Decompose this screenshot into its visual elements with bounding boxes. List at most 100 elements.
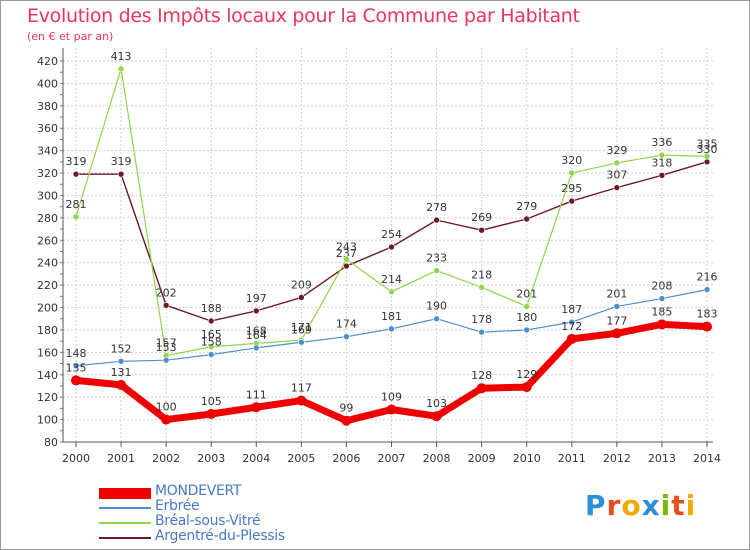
y-tick-label: 100 xyxy=(37,414,58,427)
data-label-mondevert: 131 xyxy=(111,366,132,379)
data-label-argentre-du-plessis: 269 xyxy=(471,211,492,224)
legend-label: Bréal-sous-Vitré xyxy=(155,513,261,529)
point-breal-sous-vitre xyxy=(72,213,80,221)
point-argentre-du-plessis xyxy=(568,197,576,205)
point-argentre-du-plessis xyxy=(478,226,485,234)
data-label-breal-sous-vitre: 336 xyxy=(651,136,672,149)
x-tick-label: 2001 xyxy=(107,452,135,465)
point-mondevert xyxy=(296,395,307,406)
data-label-erbree: 178 xyxy=(471,313,492,326)
point-argentre-du-plessis xyxy=(298,294,305,301)
point-breal-sous-vitre xyxy=(658,151,666,159)
point-erbree xyxy=(252,344,260,352)
brand-letter: i xyxy=(685,489,697,522)
point-argentre-du-plessis xyxy=(703,158,711,166)
data-label-argentre-du-plessis: 254 xyxy=(381,228,402,241)
data-label-erbree: 164 xyxy=(246,329,267,342)
data-label-breal-sous-vitre: 171 xyxy=(291,321,312,334)
point-argentre-du-plessis xyxy=(72,170,80,178)
point-argentre-du-plessis xyxy=(252,307,260,315)
point-argentre-du-plessis xyxy=(658,172,666,179)
data-label-argentre-du-plessis: 188 xyxy=(201,302,222,315)
x-tick-label: 2009 xyxy=(468,452,496,465)
brand-letter: i xyxy=(660,489,672,522)
data-label-erbree: 152 xyxy=(111,342,132,355)
brand-letter: P xyxy=(585,489,607,522)
data-label-mondevert: 99 xyxy=(339,402,353,415)
data-label-argentre-du-plessis: 209 xyxy=(291,278,312,291)
y-tick-label: 400 xyxy=(37,77,58,90)
data-label-argentre-du-plessis: 197 xyxy=(246,292,267,305)
data-label-erbree: 201 xyxy=(606,287,627,300)
point-erbree xyxy=(298,338,305,346)
data-label-erbree: 148 xyxy=(66,347,87,360)
point-erbree xyxy=(703,286,711,293)
point-mondevert xyxy=(611,328,622,339)
point-argentre-du-plessis xyxy=(117,170,125,178)
brand-logo: Proxiti xyxy=(585,489,696,522)
y-tick-label: 260 xyxy=(37,234,58,247)
legend-swatch xyxy=(99,507,151,509)
point-mondevert xyxy=(431,411,442,422)
point-mondevert xyxy=(116,379,127,390)
point-breal-sous-vitre xyxy=(523,303,531,310)
point-erbree xyxy=(613,303,621,310)
data-label-mondevert: 129 xyxy=(516,368,537,381)
point-mondevert xyxy=(656,319,667,330)
point-mondevert xyxy=(521,382,532,393)
data-label-mondevert: 183 xyxy=(697,308,718,321)
y-tick-label: 80 xyxy=(44,436,58,449)
y-tick-label: 300 xyxy=(37,189,58,202)
data-label-mondevert: 128 xyxy=(471,369,492,382)
data-label-breal-sous-vitre: 329 xyxy=(606,144,627,157)
x-tick-label: 2012 xyxy=(603,452,631,465)
data-label-breal-sous-vitre: 165 xyxy=(201,328,222,341)
y-tick-label: 200 xyxy=(37,302,58,315)
data-label-breal-sous-vitre: 157 xyxy=(156,337,177,350)
point-mondevert xyxy=(386,404,397,415)
data-label-breal-sous-vitre: 233 xyxy=(426,252,447,265)
point-erbree xyxy=(658,295,666,302)
point-argentre-du-plessis xyxy=(207,317,215,325)
data-label-argentre-du-plessis: 307 xyxy=(606,169,627,182)
data-label-mondevert: 172 xyxy=(561,320,582,333)
data-label-argentre-du-plessis: 237 xyxy=(336,247,357,260)
point-mondevert xyxy=(702,321,712,332)
point-erbree xyxy=(207,351,215,358)
data-label-argentre-du-plessis: 319 xyxy=(111,155,132,168)
data-label-argentre-du-plessis: 318 xyxy=(651,156,672,169)
y-tick-label: 220 xyxy=(37,279,58,292)
y-tick-label: 120 xyxy=(37,391,58,404)
data-label-mondevert: 177 xyxy=(606,314,627,327)
legend-label: Argentré-du-Plessis xyxy=(155,528,285,544)
point-breal-sous-vitre xyxy=(433,267,440,274)
y-tick-label: 320 xyxy=(37,167,58,180)
data-label-breal-sous-vitre: 218 xyxy=(471,268,492,281)
brand-letter: o xyxy=(621,489,642,522)
x-tick-label: 2008 xyxy=(423,452,451,465)
data-label-breal-sous-vitre: 243 xyxy=(336,240,357,253)
brand-letter: r xyxy=(606,489,622,522)
point-mondevert xyxy=(71,375,81,386)
x-tick-label: 2013 xyxy=(648,452,676,465)
data-label-breal-sous-vitre: 201 xyxy=(516,287,537,300)
data-label-mondevert: 111 xyxy=(246,388,267,401)
point-erbree xyxy=(343,333,350,340)
data-label-mondevert: 117 xyxy=(291,382,312,395)
data-label-erbree: 208 xyxy=(651,280,672,293)
point-mondevert xyxy=(566,333,577,344)
point-mondevert xyxy=(161,414,172,425)
data-label-breal-sous-vitre: 214 xyxy=(381,273,402,286)
x-tick-label: 2005 xyxy=(287,452,315,465)
point-breal-sous-vitre xyxy=(703,152,711,160)
point-erbree xyxy=(523,326,531,334)
point-breal-sous-vitre xyxy=(117,65,125,73)
y-tick-label: 240 xyxy=(37,257,58,270)
data-label-breal-sous-vitre: 413 xyxy=(111,50,132,63)
data-label-argentre-du-plessis: 330 xyxy=(697,143,718,156)
legend-label: MONDEVERT xyxy=(155,483,242,499)
point-argentre-du-plessis xyxy=(523,215,531,223)
point-mondevert xyxy=(251,402,262,413)
